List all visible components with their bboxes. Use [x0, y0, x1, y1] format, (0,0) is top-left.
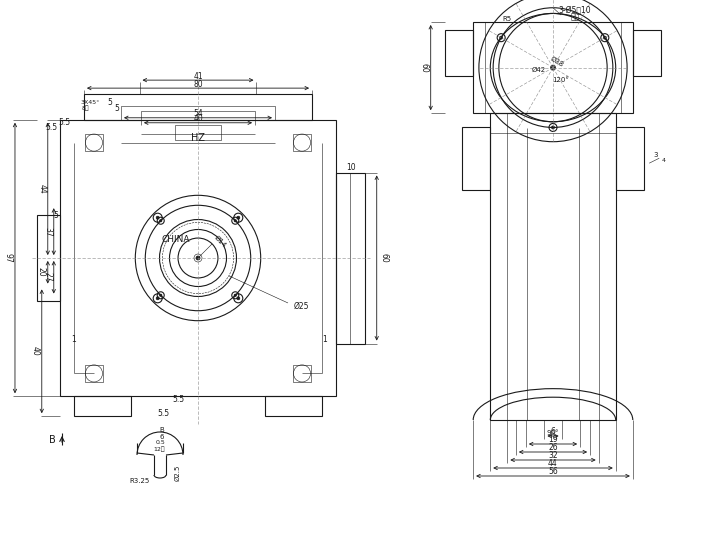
Text: Ø42: Ø42 [532, 67, 546, 73]
Text: 6: 6 [551, 428, 555, 436]
Text: 8次: 8次 [82, 105, 89, 111]
Text: HZ: HZ [191, 133, 205, 143]
Text: 97: 97 [4, 253, 13, 263]
Text: 44: 44 [37, 184, 46, 194]
Text: 1: 1 [71, 335, 76, 344]
Circle shape [196, 256, 200, 260]
Bar [74, 396, 131, 416]
Text: 44: 44 [548, 459, 558, 468]
Text: CHINA: CHINA [162, 235, 190, 245]
Text: 5: 5 [114, 104, 119, 113]
Text: Ø38: Ø38 [549, 56, 565, 68]
Text: 20: 20 [37, 268, 45, 277]
Bar [141, 111, 255, 120]
Text: 37: 37 [43, 227, 52, 237]
Text: 3: 3 [653, 152, 658, 158]
Text: 60: 60 [419, 62, 428, 73]
Bar [490, 113, 616, 420]
Text: 1: 1 [322, 335, 327, 344]
Text: Ø2.5: Ø2.5 [175, 465, 181, 481]
Text: 5: 5 [107, 98, 112, 107]
Text: 60: 60 [379, 253, 388, 263]
Bar [85, 134, 103, 151]
Text: 54: 54 [193, 109, 203, 118]
Bar [445, 30, 473, 76]
Text: R3.25: R3.25 [130, 478, 150, 484]
Bar [633, 30, 661, 76]
Text: 27: 27 [43, 272, 52, 282]
Text: 盲孔: 盲孔 [570, 12, 579, 21]
Text: 40: 40 [30, 347, 39, 356]
Text: 32: 32 [548, 452, 558, 460]
Bar [294, 365, 310, 382]
Bar [337, 172, 365, 343]
Bar [121, 106, 275, 120]
Bar [473, 22, 633, 113]
Text: Ø14: Ø14 [213, 235, 227, 249]
Text: 19: 19 [548, 436, 558, 444]
Circle shape [156, 297, 159, 300]
Text: 26: 26 [548, 444, 558, 452]
Text: Ø25: Ø25 [294, 302, 309, 310]
Circle shape [234, 294, 237, 296]
Text: B: B [49, 435, 56, 445]
Circle shape [500, 36, 503, 39]
Text: 5.5: 5.5 [157, 409, 169, 418]
Bar [462, 127, 490, 190]
Bar [616, 127, 644, 190]
Text: 120°: 120° [553, 76, 570, 83]
Bar [175, 125, 221, 140]
Circle shape [160, 219, 162, 222]
Text: 5: 5 [54, 211, 58, 220]
Text: 40: 40 [193, 114, 203, 123]
Text: 6: 6 [160, 434, 164, 440]
Bar [265, 396, 322, 416]
Text: 12次: 12次 [153, 446, 165, 452]
Text: 5.5: 5.5 [172, 395, 184, 404]
Bar [37, 215, 60, 301]
Text: 41: 41 [193, 72, 203, 81]
Bar [84, 94, 312, 120]
Text: 3-Ø5深10: 3-Ø5深10 [559, 5, 591, 14]
Text: 0.5: 0.5 [155, 441, 165, 445]
Text: 80: 80 [193, 80, 203, 89]
Text: 90°: 90° [547, 430, 559, 436]
Circle shape [160, 294, 162, 296]
Circle shape [156, 216, 159, 219]
Text: 5.5: 5.5 [58, 118, 71, 127]
Bar [294, 134, 310, 151]
Text: 4: 4 [661, 158, 665, 163]
Circle shape [603, 36, 606, 39]
Circle shape [237, 297, 240, 300]
Circle shape [551, 126, 555, 129]
Text: B: B [160, 427, 164, 433]
Bar [60, 120, 337, 396]
Text: 3X45°: 3X45° [80, 100, 99, 105]
Circle shape [237, 216, 240, 219]
Text: R5: R5 [502, 17, 511, 22]
Text: 5.5: 5.5 [46, 123, 58, 132]
Circle shape [234, 219, 237, 222]
Text: 56: 56 [548, 467, 558, 476]
Bar [85, 365, 103, 382]
Text: 10: 10 [346, 163, 356, 172]
Circle shape [551, 65, 555, 70]
